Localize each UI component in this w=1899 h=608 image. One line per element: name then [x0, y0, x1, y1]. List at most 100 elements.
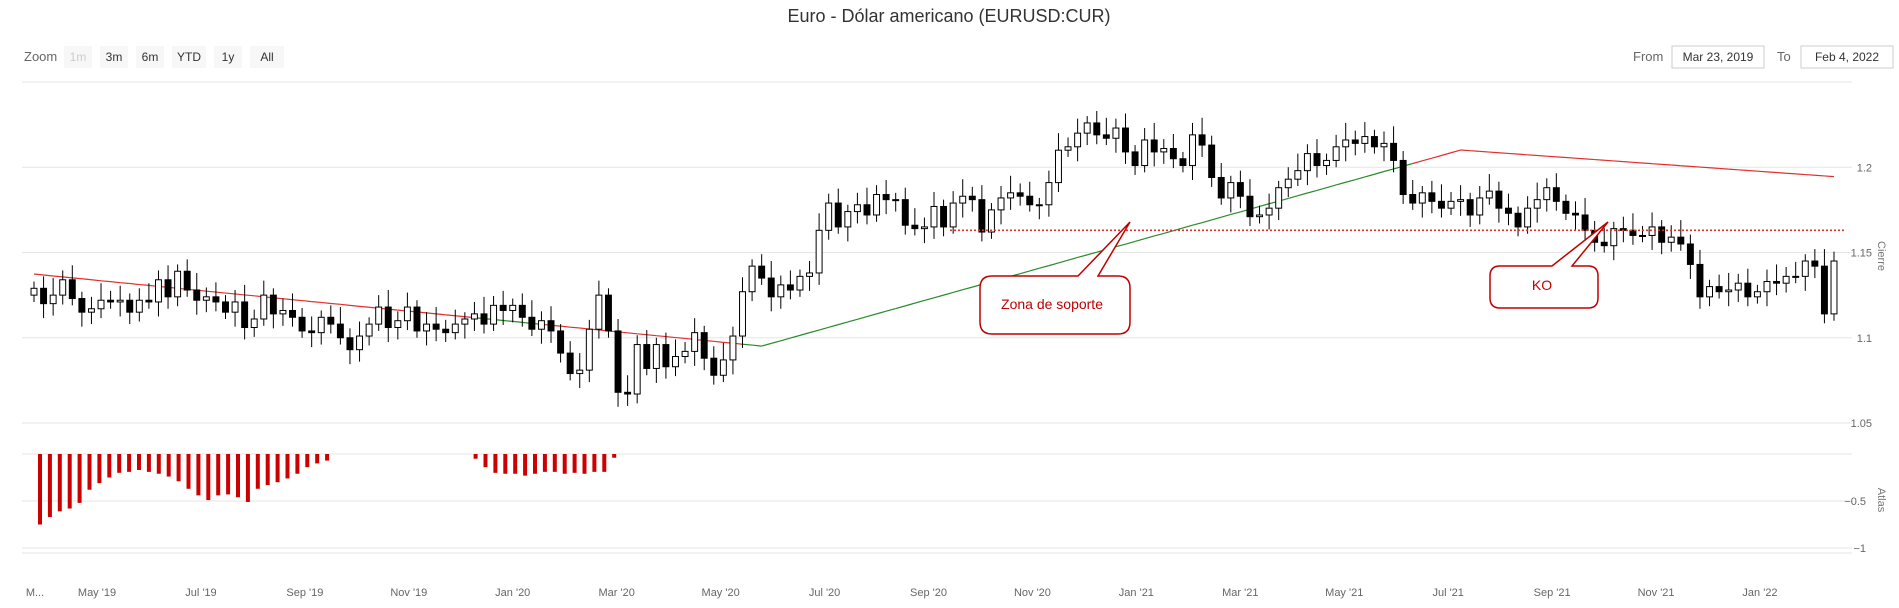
indicator-bar: [473, 454, 478, 459]
moving-average-segment: [1766, 171, 1777, 174]
candle: [1696, 249, 1704, 309]
moving-average-segment: [962, 286, 973, 291]
moving-average-segment: [560, 325, 571, 328]
candle: [1782, 266, 1790, 293]
zoom-button-6m[interactable]: 6m: [136, 46, 164, 68]
candle: [30, 281, 38, 302]
x-tick-label: Nov '19: [390, 587, 427, 599]
to-date-input[interactable]: Feb 4, 2022: [1800, 45, 1894, 69]
moving-average-segment: [1517, 153, 1528, 156]
candle: [1208, 135, 1216, 187]
candle: [940, 199, 948, 237]
moving-average-segment: [512, 320, 523, 324]
zoom-button-all[interactable]: All: [250, 46, 284, 68]
from-date-input[interactable]: Mar 23, 2019: [1671, 45, 1765, 69]
indicator-bar: [265, 454, 270, 486]
moving-average-segment: [1565, 156, 1576, 159]
moving-average-segment: [225, 292, 236, 295]
moving-average-segment: [924, 297, 935, 301]
moving-average-segment: [665, 335, 676, 339]
candle: [777, 275, 785, 309]
candle: [681, 342, 689, 364]
moving-average-segment: [1307, 189, 1318, 194]
indicator-bar: [315, 454, 320, 464]
candle: [68, 265, 76, 306]
moving-average-segment: [570, 326, 580, 329]
candle: [882, 180, 890, 215]
moving-average-segment: [1699, 166, 1710, 169]
indicator-bar: [117, 454, 122, 473]
candle: [1227, 175, 1235, 213]
ko-label: KO: [1532, 277, 1552, 293]
indicator-bar: [216, 454, 221, 496]
candle: [1466, 192, 1474, 227]
candle: [892, 192, 900, 212]
candle: [49, 278, 57, 316]
moving-average-segment: [1134, 238, 1145, 242]
zoom-button-ytd[interactable]: YTD: [172, 46, 206, 68]
indicator-bar: [137, 454, 141, 470]
candle: [1045, 170, 1053, 217]
zoom-button-3m[interactable]: 3m: [100, 46, 128, 68]
candle: [1562, 194, 1570, 221]
candle: [1485, 174, 1493, 205]
moving-average-segment: [340, 303, 351, 306]
moving-average-segment: [847, 318, 858, 323]
moving-average-segment: [62, 276, 73, 279]
moving-average-segment: [761, 342, 772, 347]
candle: [528, 300, 536, 337]
zoom-button-label: All: [260, 50, 273, 64]
indicator-bar-series: [38, 454, 617, 525]
candle: [748, 259, 756, 302]
indicator-bar: [146, 454, 151, 472]
moving-average-segment: [1632, 161, 1643, 164]
moving-average-segment: [780, 337, 791, 342]
moving-average-segment: [1824, 175, 1835, 178]
moving-average-segment: [1326, 184, 1337, 189]
candle: [336, 307, 344, 345]
candle: [78, 291, 86, 327]
indicator-bar: [503, 454, 508, 474]
moving-average-segment: [1470, 150, 1480, 152]
moving-average-segment: [637, 333, 647, 336]
zoom-button-1m[interactable]: 1m: [64, 46, 92, 68]
indicator-bar: [255, 454, 260, 489]
candle: [825, 193, 833, 240]
indicator-bar: [325, 454, 330, 461]
moving-average-segment: [1690, 165, 1701, 168]
candle: [1236, 170, 1244, 209]
moving-average-segment: [1537, 154, 1547, 157]
from-label: From: [1633, 49, 1663, 64]
candle: [1600, 227, 1608, 253]
moving-average-segment: [1585, 158, 1595, 161]
candle: [1572, 201, 1579, 230]
moving-average-segment: [72, 277, 82, 280]
candle: [116, 285, 124, 317]
candle: [413, 300, 421, 338]
moving-average-segment: [445, 314, 456, 317]
candle: [873, 185, 881, 222]
candle: [241, 284, 249, 340]
indicator-bar: [612, 454, 617, 458]
moving-average-segment: [503, 319, 513, 322]
moving-average-segment: [1230, 211, 1241, 216]
moving-average-segment: [866, 313, 877, 318]
candle: [1495, 181, 1503, 223]
ko-callout: KO: [1489, 221, 1609, 309]
moving-average-segment: [120, 282, 130, 285]
candle: [1064, 137, 1072, 158]
candle: [222, 295, 229, 319]
moving-average-segment: [81, 278, 92, 281]
zoom-button-label: 1m: [70, 50, 87, 64]
moving-average-segment: [1652, 163, 1662, 165]
zoom-button-1y[interactable]: 1y: [214, 46, 242, 68]
candle: [863, 187, 871, 225]
candle: [269, 288, 277, 329]
moving-average-segment: [1192, 222, 1203, 226]
indicator-bar: [196, 454, 201, 496]
to-label: To: [1777, 49, 1791, 64]
moving-average-segment: [302, 299, 312, 303]
candle: [605, 288, 612, 338]
candle: [1725, 272, 1733, 307]
x-tick-label: Jul '20: [809, 587, 840, 599]
